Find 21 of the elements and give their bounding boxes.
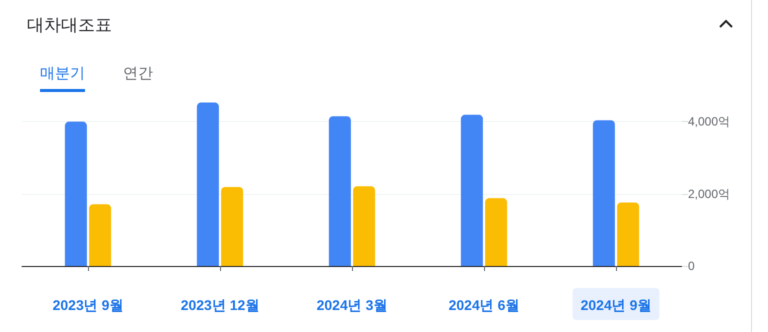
y-tick-label: 2,000억 (688, 186, 730, 201)
bar (328, 116, 351, 266)
bar (353, 186, 376, 266)
bar (64, 122, 87, 266)
text: 매분기 (40, 64, 85, 92)
y-tick-label: 4,000억 (688, 114, 730, 129)
bar (617, 202, 640, 266)
bar (460, 114, 483, 266)
bar (592, 120, 615, 266)
text: 연간 (123, 64, 153, 84)
bar (221, 186, 244, 266)
bar (485, 198, 508, 266)
bar (89, 204, 112, 266)
y-tick-label: 0 (688, 259, 695, 273)
x-tick-label: 2024년 6월 (448, 297, 520, 313)
x-tick-label: 2024년 9월 (580, 297, 652, 313)
chart-title: 대차대조표 (27, 16, 112, 36)
bar (196, 102, 219, 266)
x-tick-label: 2023년 12월 (180, 297, 260, 313)
x-tick-label: 2024년 3월 (316, 297, 388, 313)
x-tick-label: 2023년 9월 (52, 297, 124, 313)
